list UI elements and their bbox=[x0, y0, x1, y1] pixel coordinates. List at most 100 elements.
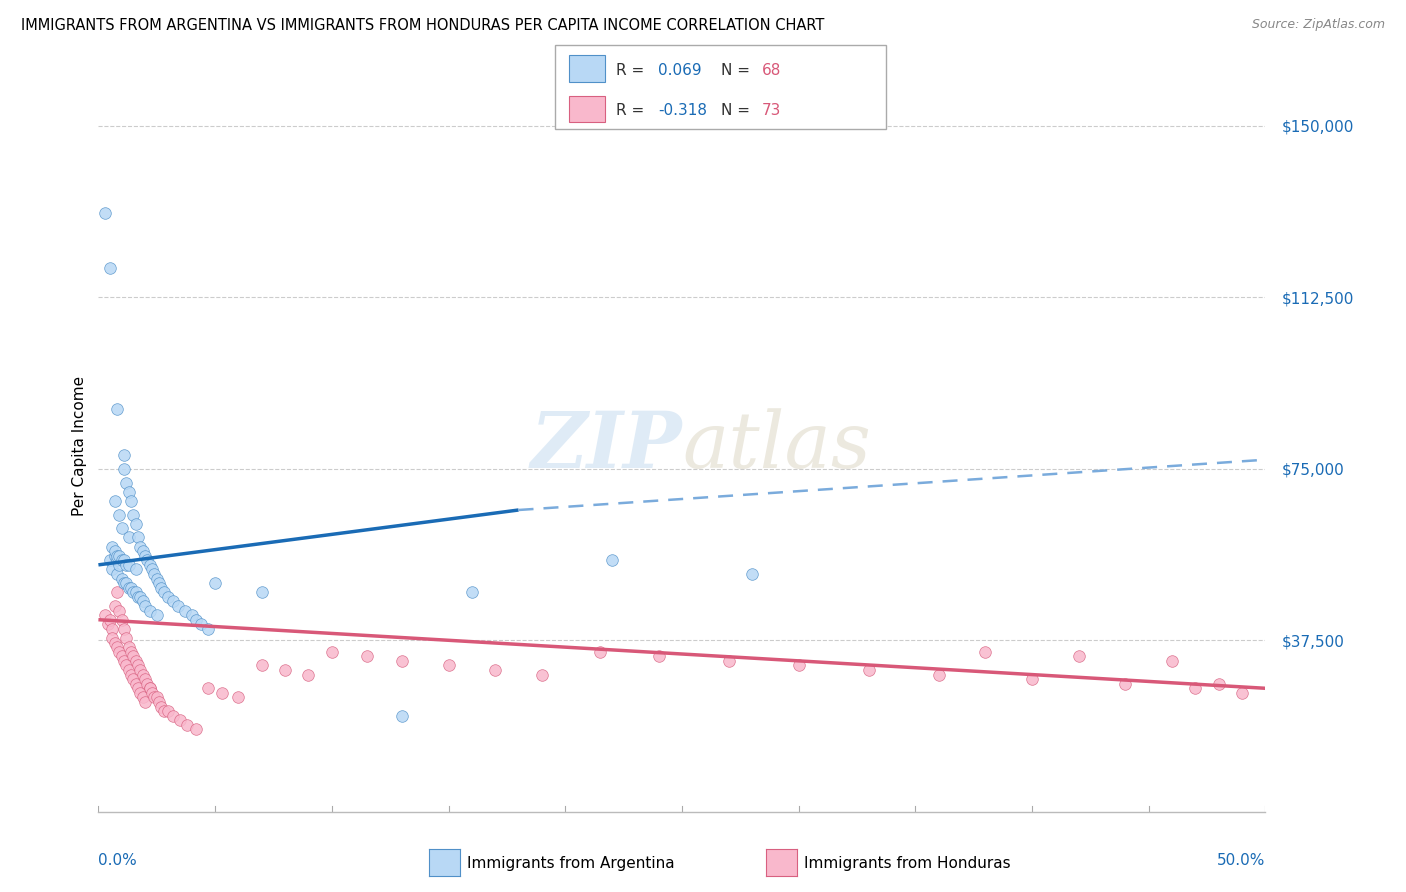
Point bbox=[129, 590, 152, 604]
Point bbox=[127, 658, 149, 673]
Point bbox=[321, 645, 343, 659]
Point bbox=[134, 672, 156, 686]
Point bbox=[391, 654, 413, 668]
Point bbox=[118, 558, 141, 572]
Point bbox=[176, 718, 198, 732]
Point bbox=[250, 658, 273, 673]
Point bbox=[139, 681, 162, 696]
Point bbox=[717, 654, 740, 668]
Point bbox=[125, 562, 148, 576]
Point bbox=[115, 576, 138, 591]
Point bbox=[143, 567, 166, 582]
Point bbox=[190, 617, 212, 632]
Point bbox=[530, 667, 553, 681]
Point bbox=[146, 608, 169, 623]
Point bbox=[108, 549, 131, 563]
Point bbox=[94, 206, 117, 220]
Point bbox=[1184, 681, 1206, 696]
Point bbox=[122, 672, 145, 686]
Point bbox=[108, 645, 131, 659]
Text: IMMIGRANTS FROM ARGENTINA VS IMMIGRANTS FROM HONDURAS PER CAPITA INCOME CORRELAT: IMMIGRANTS FROM ARGENTINA VS IMMIGRANTS … bbox=[21, 18, 824, 33]
Point bbox=[104, 635, 127, 649]
Point bbox=[148, 576, 170, 591]
Point bbox=[197, 681, 219, 696]
Point bbox=[118, 663, 141, 677]
Text: R =: R = bbox=[616, 62, 650, 78]
Point bbox=[461, 585, 484, 599]
Point bbox=[105, 567, 128, 582]
Text: Source: ZipAtlas.com: Source: ZipAtlas.com bbox=[1251, 18, 1385, 31]
Point bbox=[141, 562, 163, 576]
Point bbox=[647, 649, 669, 664]
Point bbox=[356, 649, 378, 664]
Point bbox=[120, 667, 142, 681]
Point bbox=[141, 686, 163, 700]
Text: 50.0%: 50.0% bbox=[1218, 853, 1265, 868]
Point bbox=[105, 585, 128, 599]
Point bbox=[101, 631, 124, 645]
Text: 0.069: 0.069 bbox=[658, 62, 702, 78]
Point bbox=[152, 585, 174, 599]
Point bbox=[115, 558, 138, 572]
Point bbox=[139, 681, 162, 696]
Point bbox=[858, 663, 880, 677]
Point bbox=[115, 631, 138, 645]
Point bbox=[204, 576, 226, 591]
Point bbox=[974, 645, 997, 659]
Point bbox=[162, 594, 184, 608]
Point bbox=[104, 549, 127, 563]
Point bbox=[101, 562, 124, 576]
Point bbox=[105, 549, 128, 563]
Point bbox=[150, 581, 173, 595]
Point bbox=[98, 553, 121, 567]
Y-axis label: Per Capita Income: Per Capita Income bbox=[72, 376, 87, 516]
Point bbox=[148, 695, 170, 709]
Point bbox=[129, 686, 152, 700]
Point bbox=[120, 581, 142, 595]
Point bbox=[112, 654, 135, 668]
Point bbox=[132, 690, 155, 705]
Point bbox=[169, 714, 191, 728]
Point bbox=[118, 530, 141, 544]
Point bbox=[152, 704, 174, 718]
Text: atlas: atlas bbox=[682, 408, 870, 484]
Text: N =: N = bbox=[721, 103, 755, 119]
Point bbox=[111, 553, 134, 567]
Point bbox=[120, 645, 142, 659]
Point bbox=[112, 576, 135, 591]
Point bbox=[111, 613, 134, 627]
Point bbox=[180, 608, 202, 623]
Point bbox=[112, 553, 135, 567]
Point bbox=[112, 448, 135, 462]
Point bbox=[125, 516, 148, 531]
Point bbox=[101, 622, 124, 636]
Point bbox=[111, 649, 134, 664]
Point bbox=[118, 640, 141, 655]
Point bbox=[1208, 676, 1230, 690]
Point bbox=[139, 603, 162, 617]
Point bbox=[136, 553, 159, 567]
Point bbox=[391, 708, 413, 723]
Point bbox=[297, 667, 319, 681]
Point bbox=[1067, 649, 1090, 664]
Point bbox=[98, 260, 121, 275]
Point bbox=[132, 594, 155, 608]
Point bbox=[928, 667, 950, 681]
Point bbox=[132, 544, 155, 558]
Text: N =: N = bbox=[721, 62, 755, 78]
Point bbox=[1021, 672, 1043, 686]
Point bbox=[134, 549, 156, 563]
Point bbox=[122, 508, 145, 522]
Point bbox=[118, 484, 141, 499]
Point bbox=[146, 690, 169, 705]
Point bbox=[600, 553, 623, 567]
Point bbox=[111, 572, 134, 586]
Point bbox=[146, 572, 169, 586]
Point bbox=[211, 686, 233, 700]
Point bbox=[108, 603, 131, 617]
Point bbox=[97, 617, 120, 632]
Point bbox=[129, 540, 152, 554]
Point bbox=[129, 663, 152, 677]
Text: -0.318: -0.318 bbox=[658, 103, 707, 119]
Point bbox=[122, 585, 145, 599]
